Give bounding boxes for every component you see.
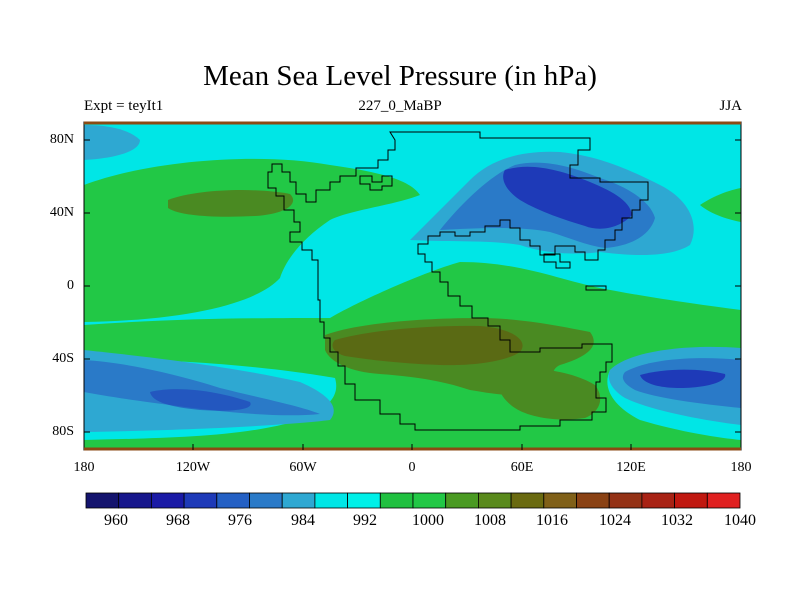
lat-label-40s: 40S <box>52 351 74 366</box>
colorbar-swatch <box>118 492 152 509</box>
contour-green-northwest <box>84 158 420 322</box>
colorbar-swatch <box>706 492 741 509</box>
map-title: Mean Sea Level Pressure (in hPa) <box>203 60 597 92</box>
colorbar-swatch <box>608 492 643 509</box>
colorbar-swatch <box>379 492 414 509</box>
colorbar-label: 1000 <box>412 512 444 529</box>
colorbar-swatch <box>543 492 577 509</box>
lon-label-120w: 120W <box>175 460 211 475</box>
lat-label-80s: 80S <box>52 424 74 439</box>
colorbar-label: 984 <box>291 512 315 529</box>
contour-brown-south <box>332 325 523 366</box>
pressure-field <box>84 122 741 450</box>
contour-deepblue-southeast <box>640 369 726 388</box>
colorbar-swatch <box>510 492 545 509</box>
coastline <box>267 131 649 431</box>
colorbar-swatch <box>85 492 120 509</box>
colorbar-swatch <box>641 492 676 509</box>
colorbar-swatch <box>249 492 283 509</box>
colorbar-swatch <box>216 492 250 509</box>
contour-olive-northwest <box>168 190 294 217</box>
lat-label-0: 0 <box>67 278 74 293</box>
colorbar-swatch <box>576 492 610 509</box>
colorbar-swatch <box>674 492 708 509</box>
colorbar-label: 1024 <box>599 512 631 529</box>
lon-label-60w: 60W <box>289 460 317 475</box>
colorbar-swatch <box>347 492 381 509</box>
experiment-label: Expt = teyIt1 <box>84 98 164 114</box>
contour-deepblue-northeast <box>503 166 632 229</box>
colorbar-label: 1040 <box>724 512 756 529</box>
lon-label-180w: 180 <box>73 460 95 475</box>
lon-label-180e: 180 <box>730 460 752 475</box>
contour-olive-southeast <box>498 368 601 420</box>
colorbar-label: 1008 <box>474 512 506 529</box>
colorbar-swatch <box>281 492 316 509</box>
lat-label-40n: 40N <box>49 205 74 220</box>
contour-lightblue-arctic <box>84 125 140 160</box>
contour-blue-southwest <box>84 360 320 416</box>
colorbar-swatch <box>477 492 512 509</box>
colorbar-label: 992 <box>353 512 377 529</box>
season-label: JJA <box>719 98 742 114</box>
colorbar-label: 1032 <box>661 512 693 529</box>
colorbar-label: 976 <box>228 512 252 529</box>
lon-label-120e: 120E <box>616 460 646 475</box>
colorbar-label: 968 <box>166 512 190 529</box>
period-label: 227_0_MaBP <box>358 98 442 114</box>
contour-deepblue-southwest <box>150 389 251 411</box>
lat-label-80n: 80N <box>49 132 74 147</box>
colorbar-swatch <box>445 492 479 509</box>
colorbar-swatch <box>412 492 447 509</box>
lon-label-60e: 60E <box>510 460 534 475</box>
contour-green-northeast <box>700 188 741 222</box>
colorbar-swatch <box>314 492 348 509</box>
colorbar-label: 1016 <box>536 512 568 529</box>
colorbar-swatch <box>183 492 218 509</box>
colorbar-swatch <box>150 492 185 509</box>
colorbar <box>85 492 741 509</box>
axis-ticks <box>84 139 741 450</box>
lon-label-0: 0 <box>408 460 416 475</box>
colorbar-label: 960 <box>104 512 128 529</box>
